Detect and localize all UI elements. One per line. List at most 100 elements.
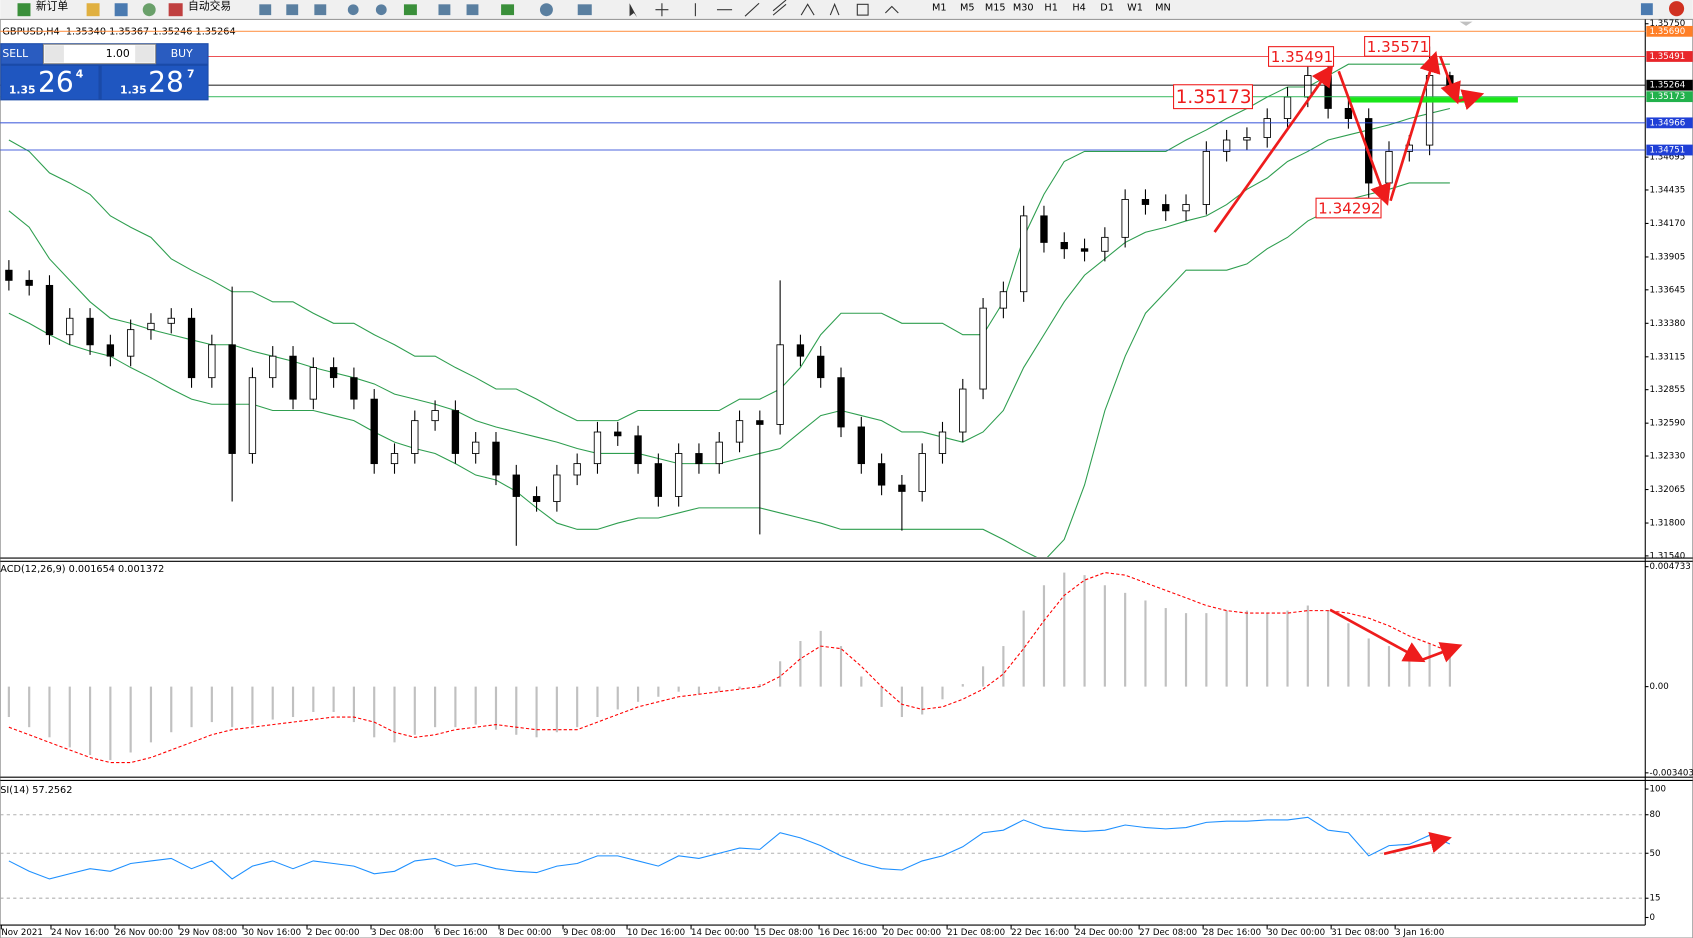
icon[interactable] [438,4,451,16]
timeframe-button[interactable]: M30 [1013,3,1034,14]
candle-body [1141,199,1150,205]
icon[interactable] [744,2,760,17]
icon[interactable] [577,4,592,16]
y-tick-label: 1.34170 [1650,219,1686,229]
new-order-icon[interactable] [17,3,31,17]
bid-box[interactable] [1,65,99,100]
buy-label[interactable]: BUY [171,47,193,60]
y-tick-label: 1.33905 [1650,252,1686,262]
annotation-box [1315,197,1382,219]
lots-up[interactable] [135,45,155,63]
icon[interactable] [884,5,899,14]
candle-body [492,441,500,476]
candle-body [898,484,906,492]
macd-bar [332,686,335,712]
timeframe-button[interactable]: H1 [1044,3,1057,14]
sell-button[interactable] [1,44,43,64]
candle-body [735,420,744,443]
macd-bar [515,686,518,735]
candle-body [532,496,541,502]
icon[interactable] [829,2,840,16]
new-order-button[interactable]: 新订单 [36,0,69,12]
icon[interactable] [800,3,815,16]
icon[interactable] [347,4,359,16]
macd-bar [271,686,274,720]
macd-bar [109,686,112,761]
y-tick-label: 1.35750 [1650,19,1686,29]
icon[interactable] [86,3,100,17]
macd-bar [1225,610,1228,687]
icon[interactable] [772,0,787,16]
icon[interactable] [655,3,669,17]
candle-body [1283,96,1292,119]
macd-bar [1205,613,1208,687]
macd-bar [373,686,376,738]
candle-body [938,431,947,454]
price-plot [5,46,1454,557]
macd-bar [48,686,51,738]
icon[interactable] [466,4,479,16]
candle-body [1020,215,1028,293]
candle-body [1344,108,1353,119]
icon[interactable] [629,3,638,18]
y-tick-label: 1.31800 [1650,519,1686,529]
timeframe-button[interactable]: D1 [1100,3,1114,14]
icon[interactable] [114,3,128,17]
auto-trading-button[interactable]: 自动交易 [188,0,231,12]
icon[interactable] [375,4,387,16]
timeframe-button[interactable]: W1 [1127,3,1143,14]
y-tick-label: 0.00 [1650,682,1669,692]
candle-body [979,307,987,390]
candle-body [573,463,581,476]
macd-bar [1245,610,1249,687]
macd-bar [555,686,558,733]
icon[interactable] [539,3,553,17]
icon[interactable] [856,3,869,16]
icon[interactable] [501,4,515,16]
price-level-label: 1.35264 [1650,81,1686,91]
macd-bar [860,676,863,687]
icon[interactable] [142,3,156,17]
arrow [1457,89,1485,110]
candle-body [390,453,399,465]
macd-bar [210,686,213,723]
candle-body [126,329,135,357]
timeframe-button[interactable]: MN [1155,3,1171,14]
y-tick-label: 1.33380 [1650,319,1686,329]
icon[interactable] [286,4,299,16]
y-tick-label: 1.33115 [1650,352,1686,362]
icon[interactable] [314,4,327,16]
x-tick-label: 15 Dec 08:00 [755,928,813,938]
alert-icon[interactable] [1669,1,1685,17]
macd-bar [413,686,416,735]
y-tick-label: 1.33645 [1650,285,1686,295]
timeframe-button[interactable]: M5 [960,3,975,14]
x-tick-label: 3 Dec 08:00 [371,928,424,938]
icon[interactable] [259,4,272,16]
search-icon[interactable] [1640,3,1653,16]
auto-trading-icon[interactable] [168,3,183,17]
timeframe-button[interactable]: H4 [1072,3,1085,14]
macd-bar [1347,623,1350,687]
ask-box[interactable] [101,65,208,100]
price-level-label: 1.35690 [1650,27,1686,37]
lots-value[interactable]: 1.00 [106,47,130,60]
candle-body [654,463,663,497]
lots-down[interactable] [44,45,64,63]
lots-input[interactable] [42,43,157,65]
timeframe-button[interactable]: M1 [932,3,947,14]
bid-point: 4 [76,67,84,80]
price-level-tag [1646,51,1693,62]
candle-body [1425,75,1434,146]
candle-body [1080,248,1089,252]
timeframe-button[interactable]: M15 [985,3,1006,14]
buy-button[interactable] [156,44,208,64]
x-tick-label: 20 Dec 00:00 [883,928,941,938]
sell-label[interactable]: SELL [2,47,28,60]
arrow [1389,50,1441,202]
icon[interactable] [403,4,417,16]
candle-body [877,463,886,486]
y-tick-label: 80 [1650,810,1661,820]
macd-bar [718,686,721,692]
